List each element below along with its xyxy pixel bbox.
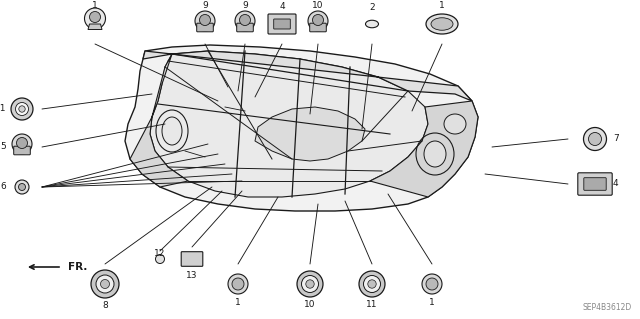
Text: SEP4B3612D: SEP4B3612D [583, 303, 632, 312]
Text: 4: 4 [613, 180, 619, 189]
Text: 13: 13 [186, 271, 198, 280]
Text: 1: 1 [439, 1, 445, 10]
Text: 6: 6 [0, 182, 6, 191]
Text: 2: 2 [369, 3, 375, 12]
Ellipse shape [424, 141, 446, 167]
Circle shape [364, 276, 381, 293]
Text: 11: 11 [366, 300, 378, 309]
Circle shape [235, 11, 255, 31]
Text: 4: 4 [279, 2, 285, 11]
Text: 10: 10 [304, 300, 316, 309]
Text: 11: 11 [0, 105, 6, 114]
Ellipse shape [365, 20, 378, 28]
FancyBboxPatch shape [196, 23, 213, 32]
FancyBboxPatch shape [584, 178, 606, 190]
FancyBboxPatch shape [274, 19, 291, 29]
Circle shape [308, 11, 328, 31]
Polygon shape [125, 45, 478, 211]
Circle shape [301, 276, 319, 293]
Circle shape [584, 128, 607, 151]
Circle shape [200, 14, 211, 26]
Circle shape [17, 137, 28, 149]
Text: 1: 1 [92, 1, 98, 10]
Text: 9: 9 [202, 1, 208, 10]
FancyBboxPatch shape [578, 173, 612, 195]
Circle shape [11, 98, 33, 120]
Circle shape [91, 270, 119, 298]
Polygon shape [143, 51, 472, 101]
Text: FR.: FR. [68, 262, 88, 272]
Circle shape [368, 280, 376, 288]
FancyBboxPatch shape [268, 14, 296, 34]
Text: 1: 1 [235, 298, 241, 307]
Circle shape [195, 11, 215, 31]
Ellipse shape [162, 117, 182, 145]
Text: 8: 8 [102, 301, 108, 310]
Circle shape [232, 278, 244, 290]
Circle shape [15, 180, 29, 194]
Circle shape [359, 271, 385, 297]
Circle shape [96, 275, 114, 293]
Ellipse shape [426, 14, 458, 34]
Circle shape [12, 134, 32, 154]
Circle shape [422, 274, 442, 294]
Ellipse shape [444, 114, 466, 134]
Circle shape [297, 271, 323, 297]
FancyBboxPatch shape [310, 23, 326, 32]
FancyBboxPatch shape [237, 23, 253, 32]
Polygon shape [150, 51, 428, 197]
Circle shape [19, 183, 26, 190]
Text: 12: 12 [154, 249, 166, 258]
FancyBboxPatch shape [13, 146, 30, 155]
Ellipse shape [431, 18, 453, 30]
Circle shape [239, 14, 250, 26]
Text: 10: 10 [312, 1, 324, 10]
Polygon shape [370, 101, 478, 197]
Circle shape [228, 274, 248, 294]
Circle shape [100, 279, 109, 288]
Text: 7: 7 [613, 135, 619, 144]
Circle shape [90, 11, 100, 23]
FancyBboxPatch shape [181, 252, 203, 266]
Circle shape [426, 278, 438, 290]
Text: 5: 5 [0, 143, 6, 152]
Polygon shape [255, 107, 365, 161]
Circle shape [84, 8, 106, 29]
Circle shape [589, 132, 602, 145]
Circle shape [19, 106, 25, 112]
Circle shape [306, 280, 314, 288]
Text: 1: 1 [429, 298, 435, 307]
Circle shape [156, 255, 164, 263]
Circle shape [15, 102, 29, 115]
Polygon shape [130, 54, 188, 187]
Polygon shape [88, 24, 102, 29]
Text: 9: 9 [242, 1, 248, 10]
Circle shape [312, 14, 323, 26]
